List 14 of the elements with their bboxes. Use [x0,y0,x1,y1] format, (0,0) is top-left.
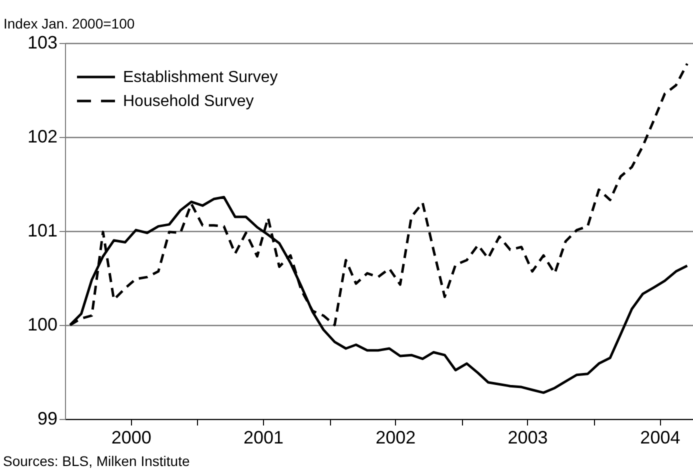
y-tick-label: 99 [37,408,58,428]
source-note: Sources: BLS, Milken Institute [3,453,190,469]
legend-label: Household Survey [123,93,254,110]
x-tick-label: 2001 [243,428,284,448]
x-tick-label: 2002 [376,428,416,448]
x-tick-label: 2000 [111,428,152,448]
x-tick-label: 2004 [640,428,680,448]
legend-label: Establishment Survey [123,69,278,86]
y-tick-label: 100 [27,314,58,334]
x-tick-label: 2003 [508,428,548,448]
y-axis-title: Index Jan. 2000=100 [4,16,135,32]
y-tick-label: 101 [27,220,58,240]
y-tick-label: 103 [27,32,58,52]
y-tick-label: 102 [27,126,58,146]
